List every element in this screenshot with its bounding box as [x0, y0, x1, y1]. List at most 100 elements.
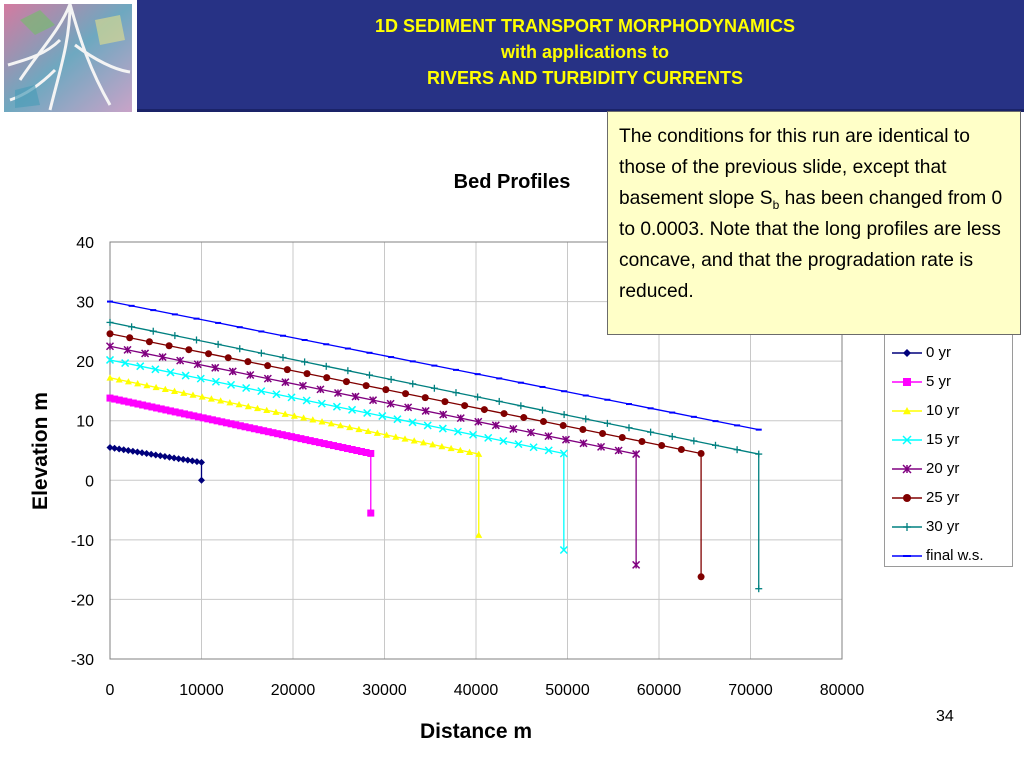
data-point	[690, 437, 698, 445]
data-point	[474, 417, 483, 426]
data-point	[281, 410, 289, 417]
data-point	[401, 435, 409, 442]
data-point	[733, 446, 741, 454]
data-point	[456, 414, 465, 423]
point-stroke	[438, 424, 447, 433]
data-point	[320, 440, 328, 448]
data-point	[115, 376, 123, 383]
data-point	[246, 424, 254, 432]
data-point	[147, 450, 155, 458]
point-stroke	[242, 383, 251, 393]
data-point	[196, 374, 205, 383]
x-tick-label: 50000	[545, 682, 590, 699]
legend-item: 25 yr	[885, 483, 1012, 512]
series-30-yr	[106, 318, 763, 593]
data-point	[302, 436, 310, 444]
data-point	[499, 436, 508, 446]
data-point	[166, 368, 175, 377]
data-point	[152, 451, 160, 459]
point-stroke	[559, 449, 568, 458]
data-point	[198, 393, 206, 400]
chart-legend: 0 yr 5 yr 10 yr 15 yr 20 yr 25 yr 30 yr final w…	[884, 333, 1013, 567]
data-point	[192, 336, 200, 344]
data-point	[228, 367, 237, 376]
data-point	[232, 421, 240, 429]
point-stroke	[469, 430, 478, 439]
legend-swatch	[892, 378, 922, 386]
data-point	[176, 356, 185, 365]
data-point	[336, 421, 344, 429]
data-point	[330, 442, 338, 450]
data-point	[409, 380, 417, 388]
data-point	[597, 442, 606, 451]
data-point	[357, 447, 365, 455]
data-point	[106, 394, 114, 402]
data-point	[520, 414, 528, 422]
data-point	[148, 403, 156, 411]
point-stroke	[363, 408, 372, 417]
data-point	[214, 340, 222, 348]
data-point	[369, 396, 378, 405]
data-point	[141, 349, 150, 358]
data-point	[387, 375, 395, 383]
data-point	[260, 427, 268, 435]
data-point	[402, 390, 410, 398]
x-tick-labels: 0 10000 20000 30000 40000 50000 60000 70000 8000…	[106, 682, 865, 699]
data-point	[348, 446, 356, 454]
series-20-yr	[105, 342, 641, 569]
note-subscript: b	[772, 197, 780, 212]
data-point	[302, 396, 311, 405]
legend-item: 20 yr	[885, 454, 1012, 483]
data-point	[143, 449, 151, 457]
data-point	[298, 381, 307, 390]
data-point	[194, 413, 202, 421]
data-point	[309, 416, 317, 423]
legend-item: final w.s.	[885, 541, 1012, 570]
data-point	[452, 389, 460, 397]
data-point	[227, 420, 235, 428]
legend-label: final w.s.	[926, 547, 984, 564]
data-point	[316, 385, 325, 394]
series-25-yr	[106, 330, 705, 581]
data-point	[461, 402, 469, 410]
legend-item: 15 yr	[885, 425, 1012, 454]
y-tick-label: 40	[76, 235, 94, 252]
data-point	[303, 370, 311, 378]
point-stroke	[121, 359, 130, 368]
data-point	[171, 332, 179, 340]
data-point	[323, 374, 331, 382]
legend-label: 0 yr	[926, 344, 952, 361]
data-point	[351, 392, 360, 401]
data-point	[133, 448, 141, 456]
data-point	[207, 395, 215, 402]
x-tick-label: 0	[106, 682, 115, 699]
note-text-1: The conditions for this run are identica…	[619, 126, 970, 209]
delta-logo-icon	[4, 3, 132, 112]
data-point	[480, 406, 488, 414]
data-point	[244, 358, 252, 366]
data-point	[469, 430, 478, 439]
data-point	[317, 399, 326, 408]
y-tick-label: 10	[76, 414, 94, 431]
data-point	[139, 401, 147, 409]
data-point	[257, 349, 265, 357]
data-point	[353, 447, 361, 455]
data-point	[559, 545, 568, 555]
data-point	[903, 407, 911, 415]
slide-number: 34	[936, 708, 954, 725]
data-point	[668, 433, 676, 441]
data-point	[419, 439, 427, 446]
data-point	[529, 443, 538, 452]
data-point	[189, 391, 197, 398]
point-stroke	[226, 380, 236, 389]
point-stroke	[544, 446, 553, 455]
delta-logo-image	[0, 0, 137, 117]
point-stroke	[317, 399, 326, 408]
data-point	[106, 374, 114, 381]
data-point	[559, 422, 567, 430]
data-point	[344, 367, 352, 375]
point-stroke	[181, 371, 190, 380]
y-tick-label: 30	[76, 295, 94, 312]
y-tick-label: 0	[85, 473, 94, 490]
point-stroke	[423, 421, 432, 430]
